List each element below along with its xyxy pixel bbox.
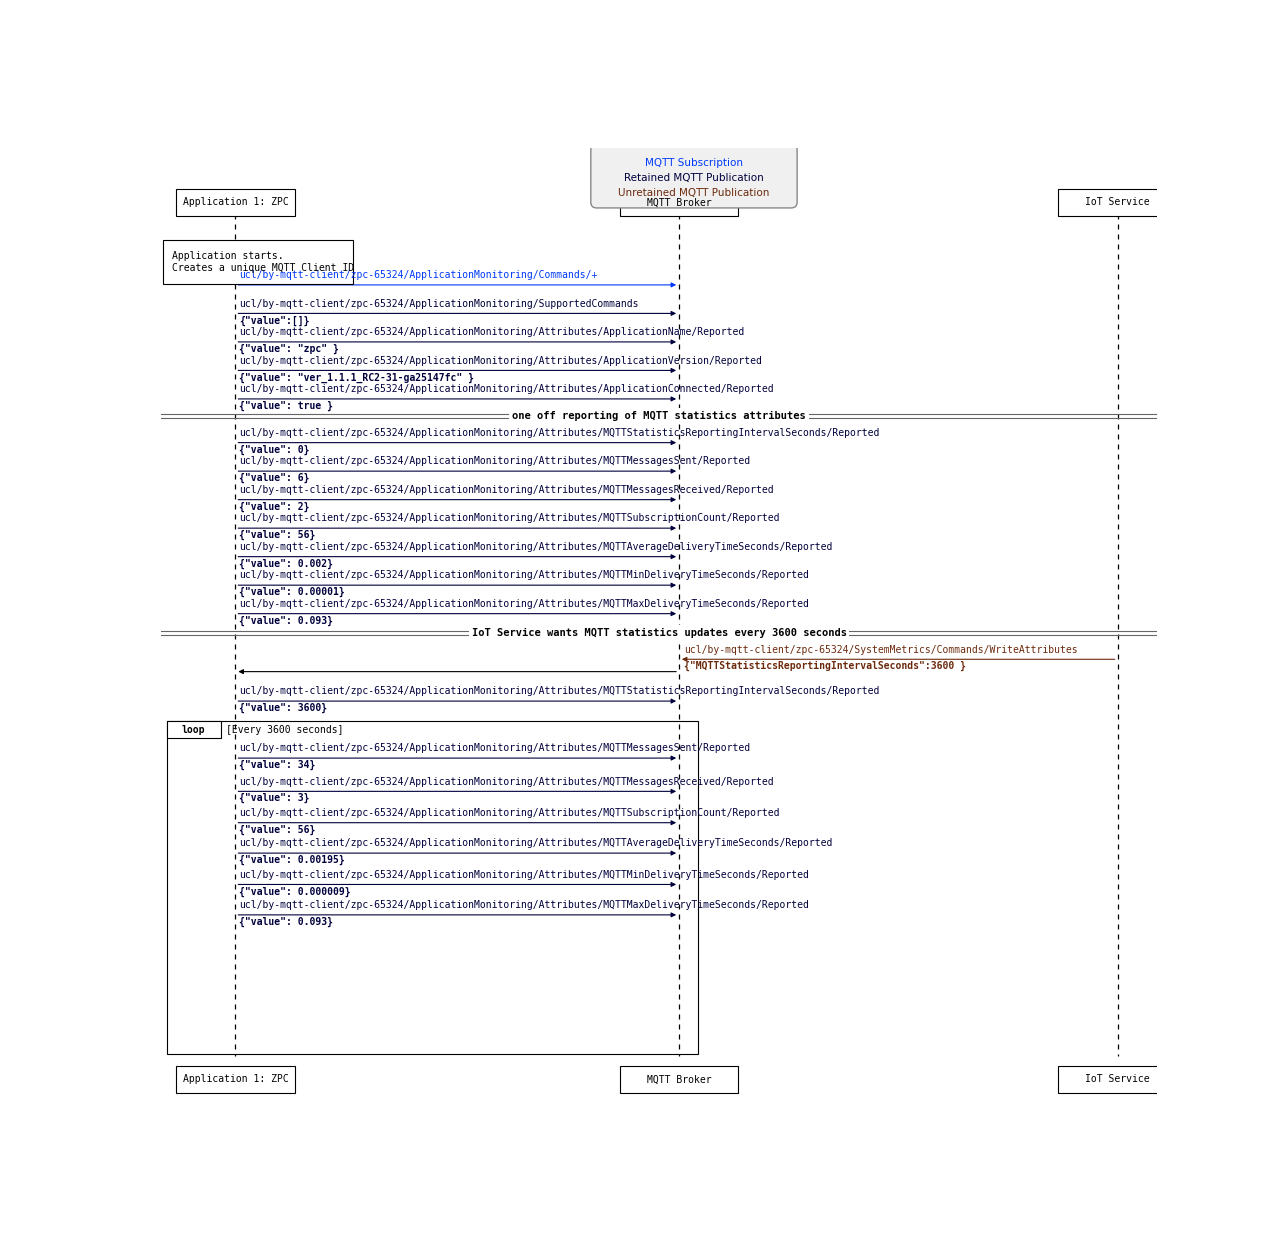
Text: {"value": 56}: {"value": 56} bbox=[239, 531, 316, 540]
Text: {"value": 0.002}: {"value": 0.002} bbox=[239, 559, 333, 569]
Text: {"value": 0.000009}: {"value": 0.000009} bbox=[239, 886, 351, 897]
Text: ucl/by-mqtt-client/zpc-65324/ApplicationMonitoring/Attributes/MQTTAverageDeliver: ucl/by-mqtt-client/zpc-65324/Application… bbox=[239, 838, 833, 848]
Text: ucl/by-mqtt-client/zpc-65324/SystemMetrics/Commands/WriteAttributes: ucl/by-mqtt-client/zpc-65324/SystemMetri… bbox=[684, 644, 1078, 654]
Text: IoT Service wants MQTT statistics updates every 3600 seconds: IoT Service wants MQTT statistics update… bbox=[472, 628, 846, 638]
FancyBboxPatch shape bbox=[176, 1066, 294, 1092]
Text: IoT Service: IoT Service bbox=[1085, 197, 1150, 207]
Text: ucl/by-mqtt-client/zpc-65324/ApplicationMonitoring/Attributes/ApplicationConnect: ucl/by-mqtt-client/zpc-65324/Application… bbox=[239, 384, 774, 394]
Text: {"value": 34}: {"value": 34} bbox=[239, 760, 316, 770]
Text: {"MQTTStatisticsReportingIntervalSeconds":3600 }: {"MQTTStatisticsReportingIntervalSeconds… bbox=[684, 661, 966, 671]
FancyBboxPatch shape bbox=[1058, 1066, 1177, 1092]
Text: IoT Service: IoT Service bbox=[1085, 1075, 1150, 1085]
Text: {"value": 0.00195}: {"value": 0.00195} bbox=[239, 855, 345, 865]
Text: Retained MQTT Publication: Retained MQTT Publication bbox=[624, 173, 764, 184]
Text: {"value": 0.093}: {"value": 0.093} bbox=[239, 917, 333, 927]
Text: {"value": 0.093}: {"value": 0.093} bbox=[239, 616, 333, 626]
Text: MQTT Broker: MQTT Broker bbox=[647, 197, 711, 207]
Text: Application 1: ZPC: Application 1: ZPC bbox=[183, 197, 288, 207]
Text: ucl/by-mqtt-client/zpc-65324/ApplicationMonitoring/Attributes/MQTTMessagesReceiv: ucl/by-mqtt-client/zpc-65324/Application… bbox=[239, 776, 774, 786]
FancyBboxPatch shape bbox=[163, 241, 354, 284]
Text: ucl/by-mqtt-client/zpc-65324/ApplicationMonitoring/Attributes/ApplicationName/Re: ucl/by-mqtt-client/zpc-65324/Application… bbox=[239, 327, 745, 337]
Text: ucl/by-mqtt-client/zpc-65324/ApplicationMonitoring/Attributes/MQTTMaxDeliveryTim: ucl/by-mqtt-client/zpc-65324/Application… bbox=[239, 900, 809, 911]
Text: ucl/by-mqtt-client/zpc-65324/ApplicationMonitoring/Attributes/MQTTMinDeliveryTim: ucl/by-mqtt-client/zpc-65324/Application… bbox=[239, 570, 809, 580]
Text: Application 1: ZPC: Application 1: ZPC bbox=[183, 1075, 288, 1085]
Text: {"value": true }: {"value": true } bbox=[239, 401, 333, 411]
FancyBboxPatch shape bbox=[176, 189, 294, 216]
Text: ucl/by-mqtt-client/zpc-65324/ApplicationMonitoring/Attributes/MQTTStatisticsRepo: ucl/by-mqtt-client/zpc-65324/Application… bbox=[239, 428, 880, 438]
FancyBboxPatch shape bbox=[620, 189, 738, 216]
Text: loop: loop bbox=[181, 724, 206, 734]
Text: {"value": 0}: {"value": 0} bbox=[239, 444, 310, 455]
Text: {"value": 2}: {"value": 2} bbox=[239, 501, 310, 512]
Text: ucl/by-mqtt-client/zpc-65324/ApplicationMonitoring/Attributes/MQTTStatisticsRepo: ucl/by-mqtt-client/zpc-65324/Application… bbox=[239, 686, 880, 696]
Text: ucl/by-mqtt-client/zpc-65324/ApplicationMonitoring/Attributes/MQTTAverageDeliver: ucl/by-mqtt-client/zpc-65324/Application… bbox=[239, 542, 833, 552]
Text: ucl/by-mqtt-client/zpc-65324/ApplicationMonitoring/Attributes/MQTTMessagesReceiv: ucl/by-mqtt-client/zpc-65324/Application… bbox=[239, 485, 774, 495]
FancyBboxPatch shape bbox=[1058, 189, 1177, 216]
Text: MQTT Subscription: MQTT Subscription bbox=[646, 158, 743, 168]
Text: {"value":[]}: {"value":[]} bbox=[239, 316, 310, 326]
Text: ucl/by-mqtt-client/zpc-65324/ApplicationMonitoring/Attributes/MQTTMessagesSent/R: ucl/by-mqtt-client/zpc-65324/Application… bbox=[239, 457, 751, 466]
FancyBboxPatch shape bbox=[167, 721, 221, 738]
Text: {"value": "zpc" }: {"value": "zpc" } bbox=[239, 344, 340, 354]
Text: ucl/by-mqtt-client/zpc-65324/ApplicationMonitoring/Attributes/MQTTMaxDeliveryTim: ucl/by-mqtt-client/zpc-65324/Application… bbox=[239, 598, 809, 608]
FancyBboxPatch shape bbox=[620, 1066, 738, 1092]
Text: Unretained MQTT Publication: Unretained MQTT Publication bbox=[619, 189, 769, 199]
Text: {"value": 3}: {"value": 3} bbox=[239, 793, 310, 803]
Text: ucl/by-mqtt-client/zpc-65324/ApplicationMonitoring/Attributes/MQTTMinDeliveryTim: ucl/by-mqtt-client/zpc-65324/Application… bbox=[239, 870, 809, 880]
Text: one off reporting of MQTT statistics attributes: one off reporting of MQTT statistics att… bbox=[512, 411, 806, 421]
Text: {"value": 6}: {"value": 6} bbox=[239, 473, 310, 484]
Text: Application starts.
Creates a unique MQTT Client ID: Application starts. Creates a unique MQT… bbox=[172, 252, 354, 273]
FancyBboxPatch shape bbox=[590, 144, 797, 209]
Text: [Every 3600 seconds]: [Every 3600 seconds] bbox=[225, 724, 343, 734]
Text: {"value": "ver_1.1.1_RC2-31-ga25147fc" }: {"value": "ver_1.1.1_RC2-31-ga25147fc" } bbox=[239, 373, 475, 383]
Text: ucl/by-mqtt-client/zpc-65324/ApplicationMonitoring/Attributes/MQTTSubscriptionCo: ucl/by-mqtt-client/zpc-65324/Application… bbox=[239, 808, 781, 818]
Text: {"value": 3600}: {"value": 3600} bbox=[239, 703, 328, 713]
Text: {"value": 56}: {"value": 56} bbox=[239, 824, 316, 835]
Text: MQTT Broker: MQTT Broker bbox=[647, 1075, 711, 1085]
Text: ucl/by-mqtt-client/zpc-65324/ApplicationMonitoring/Attributes/ApplicationVersion: ucl/by-mqtt-client/zpc-65324/Application… bbox=[239, 355, 763, 365]
Text: {"value": 0.00001}: {"value": 0.00001} bbox=[239, 587, 345, 597]
Text: ucl/by-mqtt-client/zpc-65324/ApplicationMonitoring/SupportedCommands: ucl/by-mqtt-client/zpc-65324/Application… bbox=[239, 299, 639, 308]
Text: ucl/by-mqtt-client/zpc-65324/ApplicationMonitoring/Attributes/MQTTMessagesSent/R: ucl/by-mqtt-client/zpc-65324/Application… bbox=[239, 743, 751, 753]
Text: ucl/by-mqtt-client/zpc-65324/ApplicationMonitoring/Attributes/MQTTSubscriptionCo: ucl/by-mqtt-client/zpc-65324/Application… bbox=[239, 513, 781, 523]
Text: ucl/by-mqtt-client/zpc-65324/ApplicationMonitoring/Commands/+: ucl/by-mqtt-client/zpc-65324/Application… bbox=[239, 270, 598, 280]
